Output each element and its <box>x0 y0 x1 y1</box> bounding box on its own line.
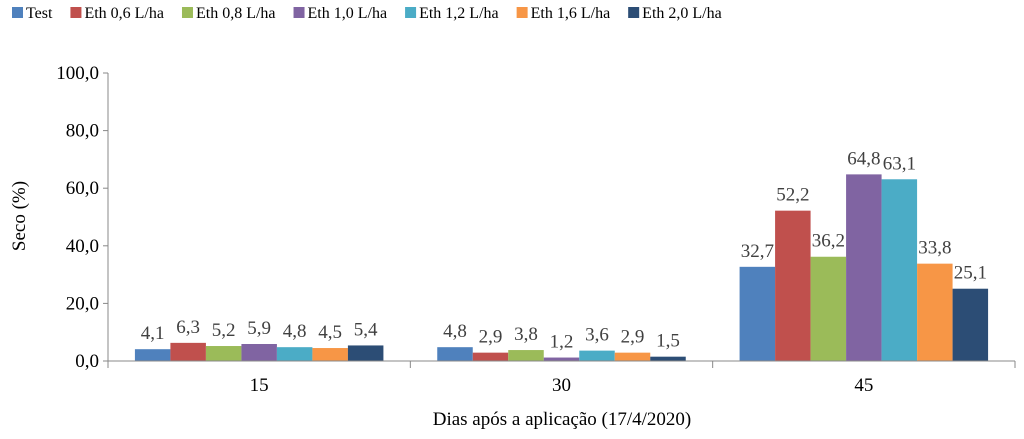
legend-swatch <box>181 7 193 18</box>
legend-swatch <box>70 7 82 18</box>
bar <box>846 174 882 361</box>
legend-label: Eth 0,8 L/ha <box>196 5 276 22</box>
data-label: 33,8 <box>918 238 951 259</box>
bar <box>810 256 847 361</box>
bar <box>472 352 509 361</box>
data-label: 6,3 <box>176 317 200 338</box>
legend-label: Eth 1,6 L/ha <box>531 5 611 22</box>
y-tick-label: 60,0 <box>66 178 99 199</box>
bar <box>134 349 171 361</box>
bar <box>614 352 651 361</box>
legend-swatch <box>516 7 528 18</box>
x-tick-label: 30 <box>552 375 571 396</box>
bar <box>276 347 313 361</box>
x-axis: 15 30 45 <box>107 360 1016 396</box>
legend-swatch <box>405 7 417 18</box>
bar <box>881 179 918 361</box>
bar <box>437 347 473 361</box>
data-label: 64,8 <box>847 148 880 169</box>
data-label: 25,1 <box>954 263 987 284</box>
data-label: 5,9 <box>247 318 271 339</box>
data-label: 1,2 <box>550 332 574 353</box>
legend-label: Eth 1,0 L/ha <box>308 5 388 22</box>
x-tick-label: 45 <box>854 375 873 396</box>
bar <box>650 356 686 361</box>
x-tick-label: 15 <box>250 375 269 396</box>
legend-label: Eth 2,0 L/ha <box>642 5 722 22</box>
y-tick-label: 80,0 <box>66 121 99 142</box>
bar <box>775 210 811 361</box>
bar <box>347 345 384 361</box>
data-label: 5,4 <box>354 319 378 340</box>
data-label: 36,2 <box>812 231 845 252</box>
data-label: 3,6 <box>585 325 609 346</box>
legend: Test Eth 0,6 L/ha Eth 0,8 L/ha Eth 1,0 L/ha… <box>12 5 722 22</box>
y-tick-label: 20,0 <box>66 293 99 314</box>
data-label: 32,7 <box>741 241 774 262</box>
x-axis-title: Dias após a aplicação (17/4/2020) <box>433 409 692 430</box>
legend-swatch <box>293 7 305 18</box>
data-label: 1,5 <box>656 331 680 352</box>
bar <box>170 342 206 361</box>
bar <box>579 350 615 361</box>
legend-label: Eth 0,6 L/ha <box>84 5 164 22</box>
data-label: 2,9 <box>479 327 503 348</box>
y-tick-label: 40,0 <box>66 236 99 257</box>
data-label: 4,5 <box>318 322 342 343</box>
plot-area: 4,1 4,8 32,7 6,3 2,9 52,2 5,2 3,8 36,2 5,9 1,2 64,8… <box>134 148 989 361</box>
bar <box>312 348 348 361</box>
data-label: 2,9 <box>621 327 645 348</box>
legend-label: Eth 1,2 L/ha <box>419 5 499 22</box>
bar <box>739 266 776 361</box>
data-label: 4,8 <box>283 321 307 342</box>
legend-swatch <box>628 7 640 18</box>
y-axis-title: Seco (%) <box>9 181 30 251</box>
data-label: 3,8 <box>514 324 538 345</box>
data-label: 63,1 <box>883 153 916 174</box>
data-label: 5,2 <box>212 320 236 341</box>
data-label: 52,2 <box>776 185 809 206</box>
data-label: 4,8 <box>443 321 467 342</box>
bar <box>952 288 989 361</box>
legend-swatch <box>12 7 23 18</box>
y-tick-label: 0,0 <box>75 351 99 372</box>
legend-label: Test <box>26 5 53 22</box>
bar <box>543 357 580 361</box>
bar <box>917 263 953 361</box>
y-tick-label: 100,0 <box>56 63 99 84</box>
bar <box>241 344 277 361</box>
data-label: 4,1 <box>141 323 165 344</box>
bar <box>205 346 242 361</box>
bar <box>508 350 544 361</box>
y-axis: 0,0 20,0 40,0 60,0 80,0 100,0 <box>56 63 109 372</box>
